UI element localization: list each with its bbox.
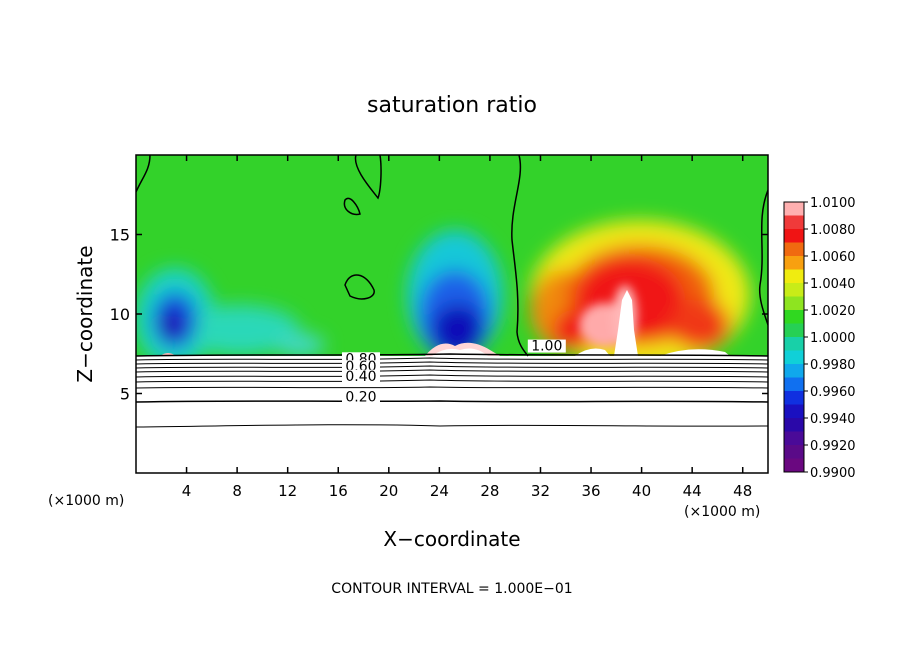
colorbar-swatch xyxy=(784,242,804,257)
colorbar-label: 1.0060 xyxy=(810,250,856,265)
colorbar-swatch xyxy=(784,229,804,243)
x-tick-label: 24 xyxy=(430,482,449,500)
colorbar-swatch xyxy=(784,377,804,392)
colorbar xyxy=(783,201,805,473)
contour-label: 0.40 xyxy=(345,369,376,385)
colorbar-label: 0.9920 xyxy=(810,439,856,454)
x-unit-left: (×1000 m) xyxy=(48,493,124,509)
x-unit-right: (×1000 m) xyxy=(684,504,760,520)
x-tick-label: 48 xyxy=(733,482,752,500)
colorbar-swatch xyxy=(784,215,804,230)
x-axis: 4 8 12 16 20 24 28 32 36 40 44 48 xyxy=(182,155,752,500)
colorbar-label: 0.9900 xyxy=(810,466,856,481)
colorbar-swatch xyxy=(784,256,804,270)
colorbar-swatch xyxy=(784,283,804,297)
contour-label-bg xyxy=(341,390,380,404)
x-tick-label: 28 xyxy=(480,482,499,500)
y-axis-label: Z−coordinate xyxy=(73,245,97,382)
x-tick-label: 12 xyxy=(278,482,297,500)
contour-lines-lower xyxy=(135,353,769,428)
x-tick-label: 32 xyxy=(531,482,550,500)
y-tick-label: 10 xyxy=(110,305,130,324)
y-tick-label: 5 xyxy=(120,385,130,404)
colorbar-label: 0.9960 xyxy=(810,385,856,400)
colorbar-label: 0.9940 xyxy=(810,412,856,427)
y-axis: 5 10 15 xyxy=(110,226,768,404)
colorbar-swatch xyxy=(784,431,804,446)
colorbar-swatch xyxy=(784,337,804,351)
x-axis-label: X−coordinate xyxy=(383,527,520,551)
y-tick-label: 15 xyxy=(110,226,130,245)
contour-label: 0.20 xyxy=(345,389,376,405)
colorbar-labels: 1.0100 1.0080 1.0060 1.0040 1.0020 1.0000 0.99… xyxy=(804,196,856,481)
colorbar-swatch xyxy=(784,404,804,419)
colorbar-label: 0.9980 xyxy=(810,358,856,373)
contour-label-bg xyxy=(527,339,566,353)
chart-title: saturation ratio xyxy=(367,93,537,118)
colorbar-swatch xyxy=(784,202,804,216)
contour-lines-upper xyxy=(136,155,768,357)
colorbar-label: 1.0080 xyxy=(810,223,856,238)
colorbar-swatch xyxy=(784,445,804,459)
colorbar-swatch xyxy=(784,296,804,311)
x-tick-label: 40 xyxy=(632,482,651,500)
x-tick-label: 4 xyxy=(182,482,192,500)
colorbar-label: 1.0100 xyxy=(810,196,856,211)
colorbar-swatch xyxy=(784,364,804,378)
colorbar-swatch xyxy=(784,458,804,473)
contour-interval-note: CONTOUR INTERVAL = 1.000E−01 xyxy=(331,581,572,597)
heatmap-field xyxy=(136,155,768,473)
x-tick-label: 20 xyxy=(379,482,398,500)
x-tick-label: 36 xyxy=(581,482,600,500)
colorbar-swatch xyxy=(784,323,804,338)
colorbar-label: 1.0020 xyxy=(810,304,856,319)
x-tick-label: 44 xyxy=(683,482,702,500)
colorbar-swatch xyxy=(784,350,804,365)
colorbar-swatch xyxy=(784,310,804,324)
colorbar-swatch xyxy=(784,418,804,432)
contour-label: 1.00 xyxy=(531,339,562,355)
contour-labels: 1.000.800.600.400.20 xyxy=(341,339,566,405)
x-tick-label: 8 xyxy=(232,482,242,500)
colorbar-label: 1.0000 xyxy=(810,331,856,346)
x-tick-label: 16 xyxy=(329,482,348,500)
colorbar-swatch xyxy=(784,391,804,405)
contour-label-bg xyxy=(341,369,380,383)
colorbar-swatch xyxy=(784,269,804,284)
colorbar-label: 1.0040 xyxy=(810,277,856,292)
